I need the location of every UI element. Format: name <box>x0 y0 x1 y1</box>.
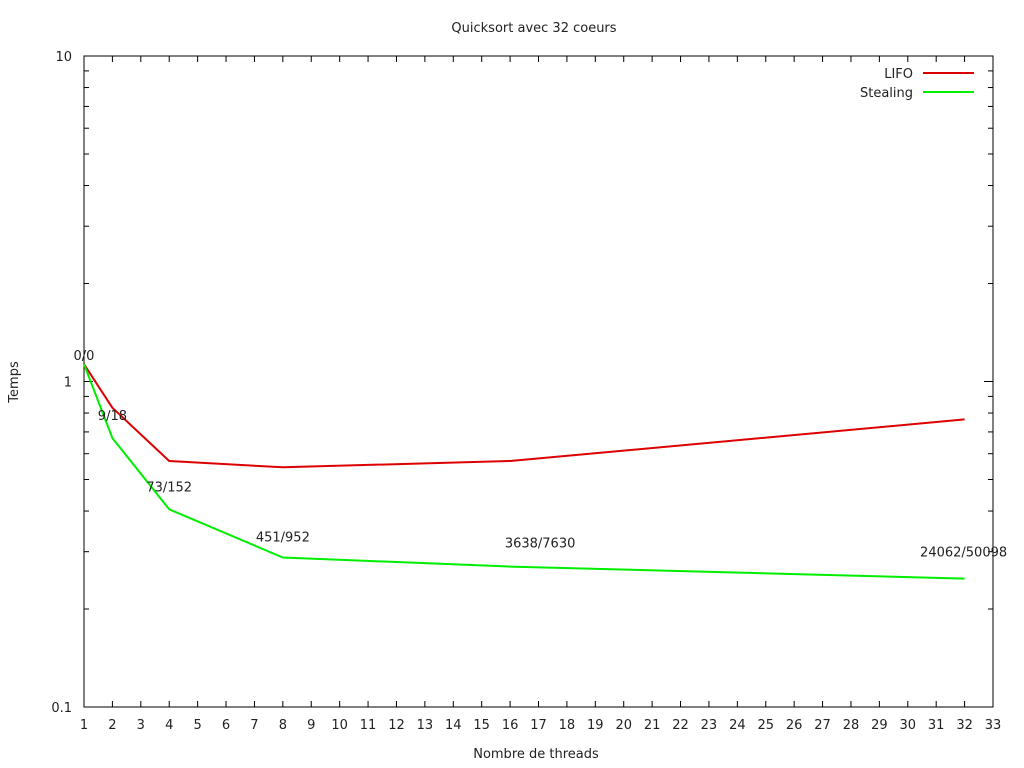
data-annotation: 24062/50098 <box>920 546 1007 561</box>
x-tick-label: 22 <box>672 718 689 733</box>
x-tick-label: 23 <box>701 718 718 733</box>
x-tick-label: 21 <box>644 718 661 733</box>
data-annotation: 9/18 <box>98 409 127 424</box>
data-annotation: 451/952 <box>256 530 310 545</box>
axis-ticks: 1 2 3 4 5 6 7 8 9 10 11 12 13 14 15 16 17 18 19 20 21 22 23 24 2… <box>51 50 1001 733</box>
x-tick-label: 32 <box>956 718 973 733</box>
y-tick-label: 1 <box>64 376 72 391</box>
x-tick-label: 2 <box>108 718 116 733</box>
x-tick-label: 26 <box>786 718 803 733</box>
x-tick-label: 13 <box>417 718 434 733</box>
series-line-stealing <box>83 363 965 580</box>
x-tick-label: 6 <box>222 718 230 733</box>
x-tick-label: 5 <box>193 718 201 733</box>
x-tick-label: 19 <box>587 718 604 733</box>
series-line-lifo <box>83 363 965 469</box>
x-tick-label: 27 <box>814 718 831 733</box>
annotation-layer: 0/0 9/18 73/152 451/952 3638/7630 24062/50098 <box>74 349 1008 560</box>
chart-title: Quicksort avec 32 coeurs <box>451 21 616 36</box>
legend: LIFO Stealing <box>860 67 974 101</box>
x-tick-label: 7 <box>250 718 258 733</box>
x-tick-label: 17 <box>530 718 547 733</box>
legend-label: LIFO <box>884 67 913 82</box>
y-axis-label: Temps <box>7 361 22 404</box>
y-tick-label: 10 <box>55 50 72 65</box>
x-tick-label: 16 <box>502 718 519 733</box>
data-annotation: 0/0 <box>74 349 95 364</box>
x-tick-label: 11 <box>360 718 377 733</box>
x-tick-label: 31 <box>928 718 945 733</box>
x-tick-label: 28 <box>843 718 860 733</box>
x-tick-label: 29 <box>871 718 888 733</box>
x-tick-label: 9 <box>307 718 315 733</box>
x-tick-label: 8 <box>279 718 287 733</box>
x-tick-label: 30 <box>900 718 917 733</box>
x-tick-label: 3 <box>137 718 145 733</box>
data-annotation: 3638/7630 <box>505 537 576 552</box>
series-layer <box>83 363 965 580</box>
legend-label: Stealing <box>860 86 913 101</box>
x-tick-label: 24 <box>729 718 746 733</box>
x-tick-label: 20 <box>615 718 632 733</box>
x-tick-label: 4 <box>165 718 173 733</box>
data-annotation: 73/152 <box>146 480 192 495</box>
x-tick-label: 18 <box>559 718 576 733</box>
x-tick-label: 12 <box>388 718 405 733</box>
y-tick-label: 0.1 <box>51 701 72 716</box>
x-tick-label: 14 <box>445 718 462 733</box>
x-tick-label: 10 <box>331 718 348 733</box>
plot-frame <box>83 55 994 708</box>
x-tick-label: 15 <box>473 718 490 733</box>
x-tick-label: 25 <box>757 718 774 733</box>
x-tick-label: 33 <box>985 718 1002 733</box>
x-tick-label: 1 <box>80 718 88 733</box>
x-axis-label: Nombre de threads <box>473 747 599 762</box>
